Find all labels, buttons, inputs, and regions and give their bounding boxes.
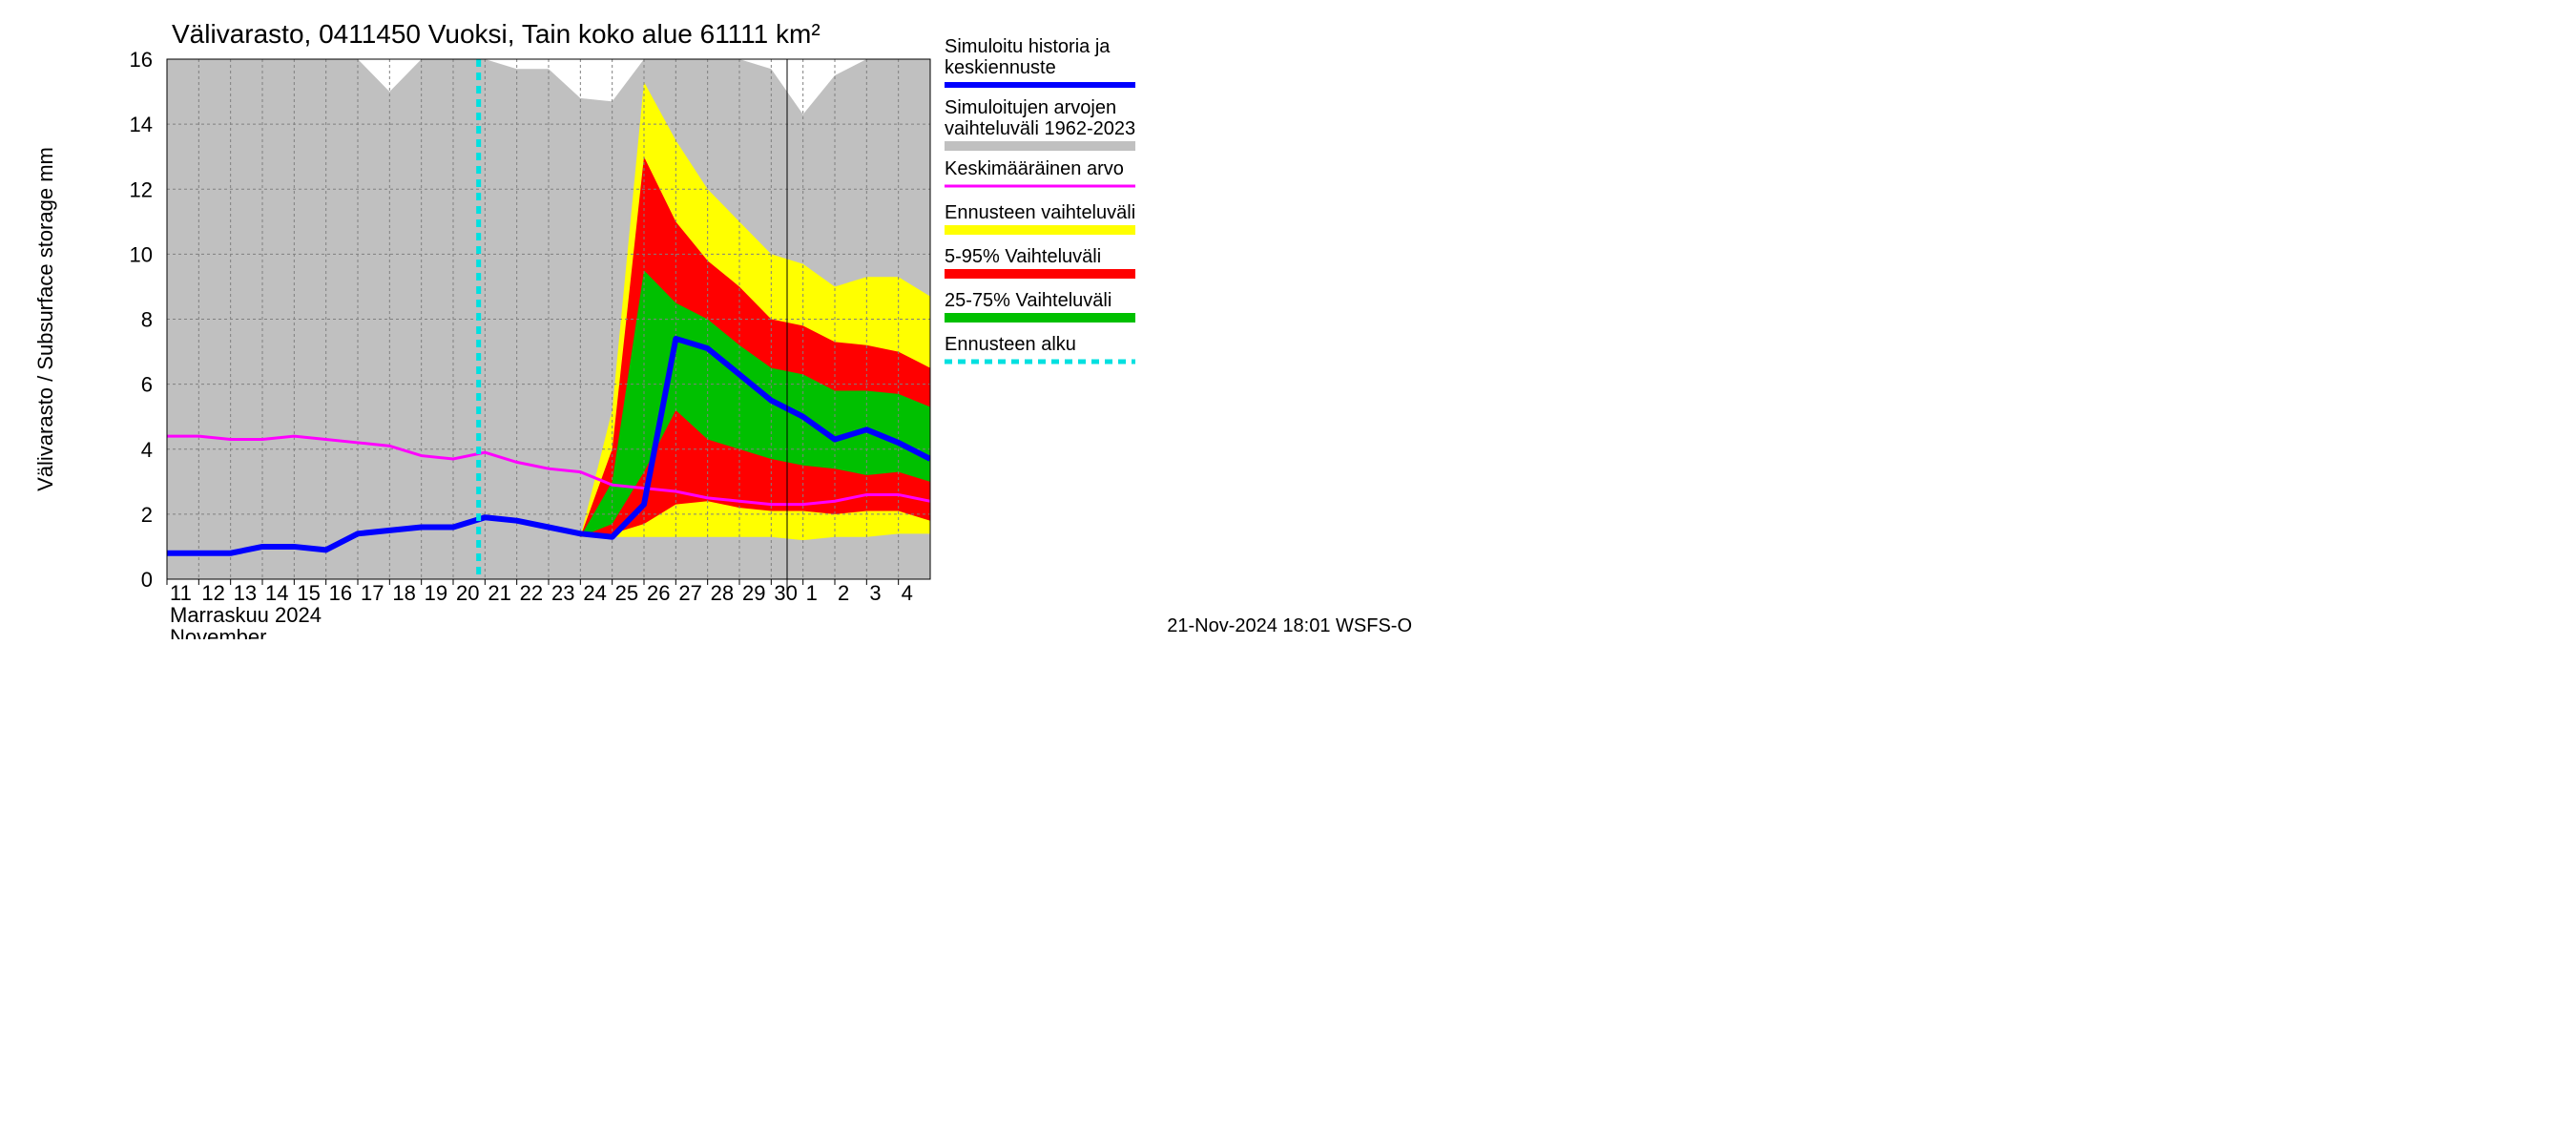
x-tick-label: 26 (647, 581, 670, 605)
x-tick-label: 29 (742, 581, 765, 605)
x-tick-label: 28 (711, 581, 734, 605)
y-tick-label: 12 (130, 177, 153, 201)
y-tick-label: 2 (141, 503, 153, 527)
y-tick-label: 8 (141, 308, 153, 332)
legend-label: Simuloitujen arvojen (945, 97, 1116, 118)
x-tick-label: 15 (297, 581, 320, 605)
x-tick-label: 4 (902, 581, 913, 605)
legend-swatch (945, 141, 1135, 151)
y-axis-title: Välivarasto / Subsurface storage mm (33, 147, 57, 491)
x-tick-label: 20 (456, 581, 479, 605)
y-tick-label: 10 (130, 242, 153, 266)
legend-label: 25-75% Vaihteluväli (945, 290, 1111, 311)
x-tick-label: 24 (583, 581, 606, 605)
x-tick-label: 2 (838, 581, 849, 605)
x-tick-label: 1 (806, 581, 818, 605)
legend-swatch (945, 225, 1135, 235)
footer-text: 21-Nov-2024 18:01 WSFS-O (1167, 615, 1412, 636)
chart-svg: 0246810121416111213141516171819202122232… (0, 0, 1431, 639)
legend-label: 5-95% Vaihteluväli (945, 246, 1101, 267)
legend-label: keskiennuste (945, 57, 1056, 78)
x-tick-label: 3 (869, 581, 881, 605)
x-tick-label: 21 (488, 581, 510, 605)
chart-container: 0246810121416111213141516171819202122232… (0, 0, 1431, 639)
legend-label: Keskimääräinen arvo (945, 158, 1124, 179)
x-tick-label: 13 (234, 581, 257, 605)
legend-swatch (945, 269, 1135, 279)
y-tick-label: 14 (130, 113, 153, 136)
legend-label: vaihteluväli 1962-2023 (945, 118, 1135, 139)
x-tick-label: 27 (678, 581, 701, 605)
legend-label: Ennusteen vaihteluväli (945, 202, 1135, 223)
x-tick-label: 19 (425, 581, 447, 605)
x-tick-label: 11 (170, 581, 192, 605)
y-tick-label: 6 (141, 373, 153, 397)
x-tick-label: 17 (361, 581, 384, 605)
legend-swatch (945, 313, 1135, 323)
x-tick-label: 12 (201, 581, 224, 605)
legend-label: Ennusteen alku (945, 334, 1076, 355)
chart-title: Välivarasto, 0411450 Vuoksi, Tain koko a… (172, 19, 821, 49)
x-tick-label: 23 (551, 581, 574, 605)
x-tick-label: 16 (329, 581, 352, 605)
y-tick-label: 0 (141, 568, 153, 592)
x-month-label-1: Marraskuu 2024 (170, 603, 322, 627)
x-tick-label: 22 (520, 581, 543, 605)
y-tick-label: 4 (141, 438, 153, 462)
x-tick-label: 30 (774, 581, 797, 605)
legend-label: Simuloitu historia ja (945, 36, 1111, 57)
x-tick-label: 14 (265, 581, 288, 605)
y-tick-label: 16 (130, 48, 153, 72)
x-tick-label: 18 (392, 581, 415, 605)
x-tick-label: 25 (615, 581, 638, 605)
x-month-label-2: November (170, 625, 266, 639)
